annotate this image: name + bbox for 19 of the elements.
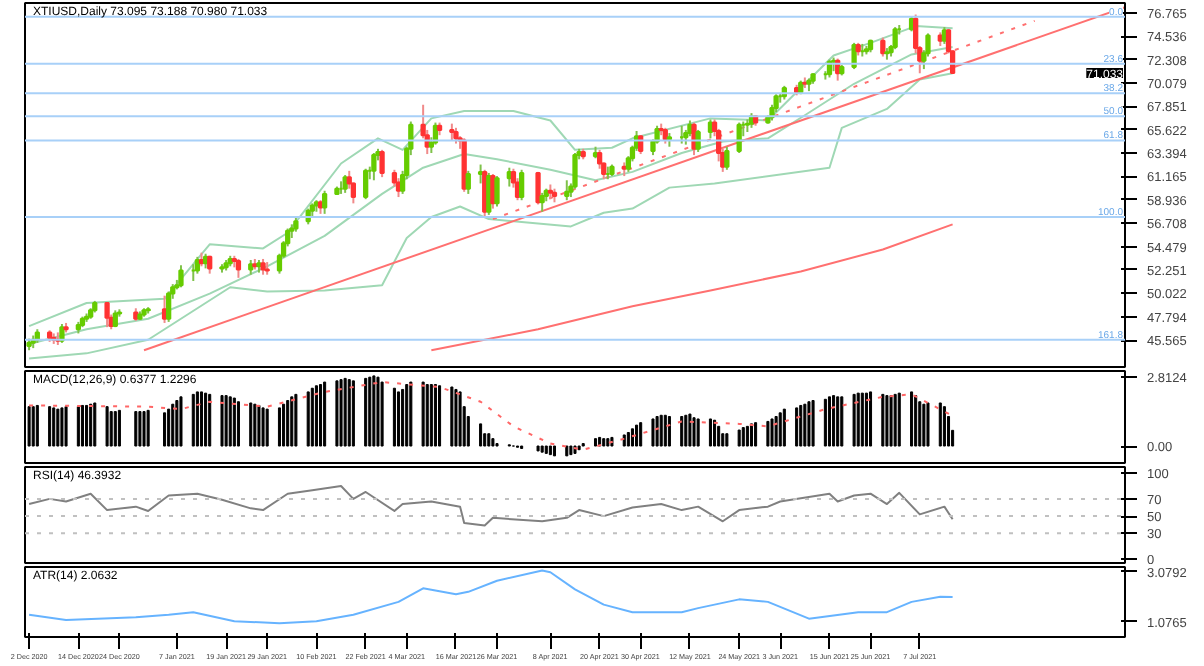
candlestick: [166, 290, 172, 323]
candlestick: [178, 264, 184, 289]
candlestick: [539, 191, 545, 213]
line-series: [28, 484, 954, 527]
candlestick: [724, 145, 730, 171]
candlestick: [851, 41, 857, 71]
candlestick: [494, 175, 500, 208]
candlestick: [465, 169, 471, 195]
line-series: [28, 569, 954, 625]
candlestick: [596, 148, 603, 170]
candlestick: [535, 170, 541, 206]
candlestick: [104, 300, 110, 329]
candlestick: [572, 152, 578, 190]
line-series: [430, 223, 954, 352]
candlestick: [892, 26, 898, 51]
candlestick: [235, 257, 242, 279]
candlestick: [59, 322, 65, 344]
candlestick: [880, 36, 886, 58]
candlestick: [519, 168, 525, 202]
